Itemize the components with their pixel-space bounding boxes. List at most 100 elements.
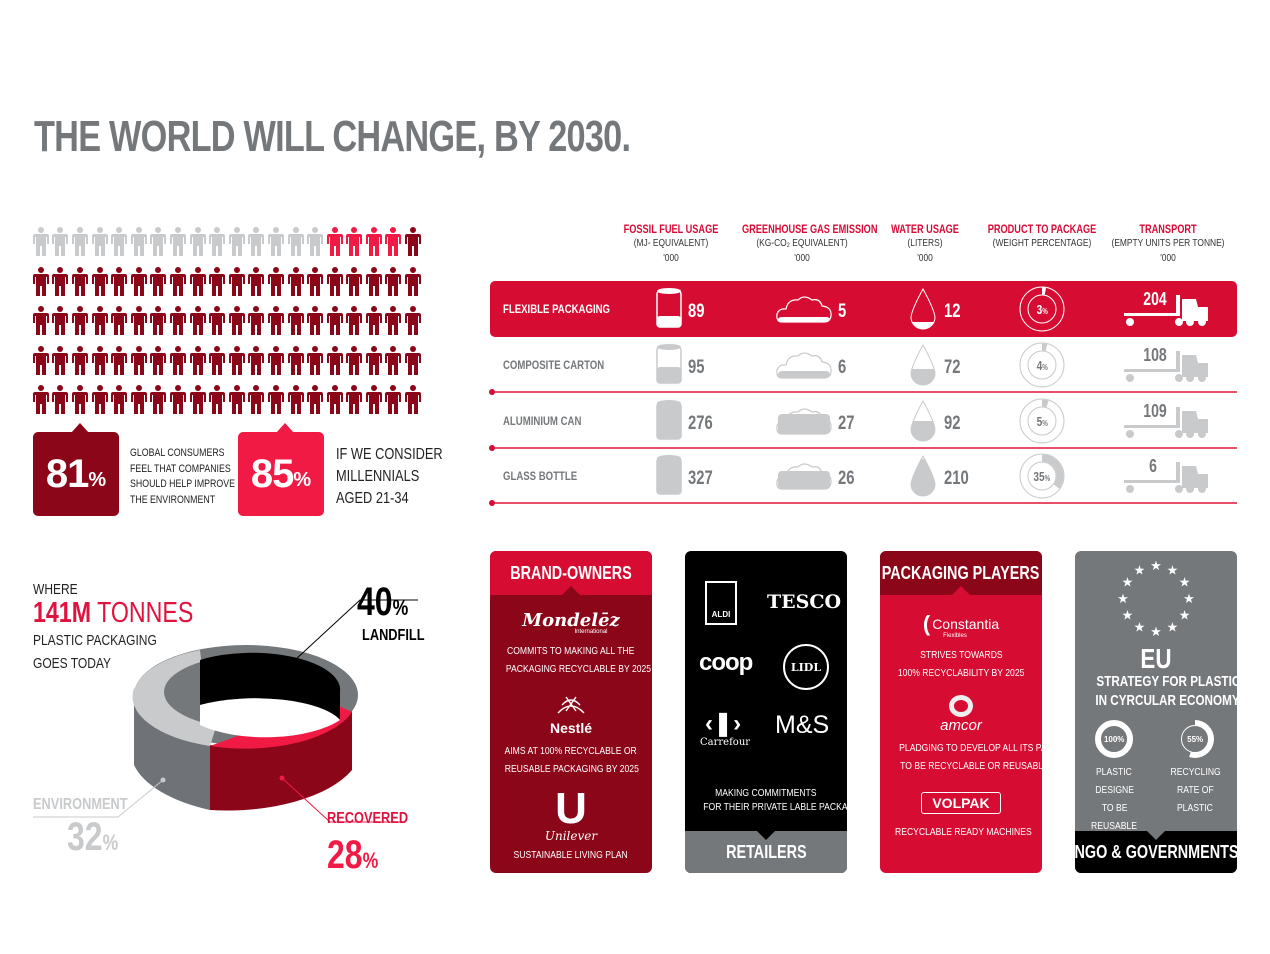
recovered-label: RECOVERED [327,810,409,827]
person-icon [31,345,51,376]
column-header-ghg: GREENHOUSE GAS EMISSION (KG-CO₂ EQUIVALE… [727,224,877,266]
column-subtitle: (MJ- EQUIVALENT) [633,237,709,249]
person-icon [345,345,365,376]
person-icon [364,345,384,376]
person-icon [188,227,208,257]
fossil-cell: 276 [656,399,720,448]
fuel-can-icon [656,343,682,392]
water-drop-icon [908,287,938,336]
person-icon [384,266,404,297]
highlighted-row-background [490,281,1237,337]
transport-value: 108 [1143,345,1167,365]
mondelez-logo: Mondelēz [522,610,620,631]
ratio-value: 4% [1036,357,1048,373]
person-icon [345,227,365,257]
person-icon [227,345,247,376]
person-icon [305,385,325,415]
person-icon [109,227,129,257]
stat-line: IF WE CONSIDER [336,446,443,463]
water-value: 210 [944,467,969,489]
stat-box-millennials: 85% [238,423,324,516]
person-icon [168,345,188,376]
person-icon [325,266,345,297]
truck-icon [1124,293,1210,332]
eu-label: EU [1140,643,1172,674]
person-icon [207,385,227,415]
cloud-icon [776,406,832,441]
ms-logo: M&S [775,711,830,739]
water-cell: 210 [908,454,976,503]
segment-value: 40 [357,580,393,624]
card-retailers: ALDI TESCO coop LIDL ‹❚› Carrefour M&S M… [685,551,847,873]
card-text: FOR THEIR PRIVATE LABLE PACKAGING [703,801,847,813]
person-icon [168,306,188,336]
water-cell: 12 [908,287,965,336]
fossil-value: 95 [688,356,705,378]
metric-text: PLASTIC [1096,766,1133,778]
card-text: AIMS AT 100% RECYCLABLE OR [504,745,638,757]
card-text: REUSABLE PACKAGING BY 2025 [504,763,639,775]
person-icon [70,227,90,257]
column-header-transport: TRANSPORT (EMPTY UNITS PER TONNE) '000 [1093,224,1243,266]
ratio-value: 35% [1033,468,1051,484]
segment-unit: % [102,830,119,855]
cloud-icon [776,350,832,385]
amcor-icon [949,695,973,717]
card-text: PACKAGING RECYCLABLE BY 2025 [505,663,652,675]
person-icon [90,345,110,376]
person-icon [325,227,345,257]
person-icon [90,227,110,257]
water-drop-icon [908,399,938,448]
column-header-product-to-package: PRODUCT TO PACKAGE (WEIGHT PERCENTAGE) [967,224,1117,251]
card-title: NGO & GOVERNMENTS [1075,841,1237,862]
metric-text: RATE OF [1176,784,1214,796]
truck-icon [1124,349,1210,388]
person-icon [70,345,90,376]
people-pictogram-chart [31,227,423,415]
person-icon [149,385,169,415]
column-title: TRANSPORT [1139,224,1197,236]
fossil-value: 327 [688,467,713,489]
svg-text:★: ★ [1167,562,1179,577]
plastic-amount-unit: TONNES [91,597,194,629]
ngo-subtitle: STRATEGY FOR PLASTICS [1096,673,1237,690]
person-icon [247,385,267,415]
person-icon [109,385,129,415]
svg-text:★: ★ [1122,608,1134,623]
stat-unit: % [88,468,107,491]
person-icon [207,345,227,376]
person-icon [384,227,404,257]
person-icon [227,306,247,336]
transport-value: 109 [1143,401,1167,421]
column-title: FOSSIL FUEL USAGE [623,224,719,236]
person-icon [129,306,149,336]
stat-line: GLOBAL CONSUMERS [130,447,225,459]
landfill-value: 40% [357,580,408,625]
person-icon [325,306,345,336]
person-icon [31,306,51,336]
person-icon [227,266,247,297]
person-icon [149,345,169,376]
metric-text: REUSABLE [1091,820,1138,832]
person-icon [266,385,286,415]
card-footer: NGO & GOVERNMENTS [1075,831,1237,873]
person-icon [325,345,345,376]
column-subtitle: (LITERS) [907,237,943,249]
person-icon [109,306,129,336]
person-icon [364,385,384,415]
column-unit: '000 [794,252,810,264]
person-icon [286,306,306,336]
person-icon [70,266,90,297]
stat-value: 85 [250,451,294,496]
person-icon [305,266,325,297]
card-packaging-players: PACKAGING PLAYERS ( Constantia Flexibles… [880,551,1042,873]
card-footer: RETAILERS [685,831,847,873]
water-cell: 92 [908,399,965,448]
card-text: MAKING COMMITMENTS [715,787,817,799]
segment-value: 32 [67,815,103,859]
truck-icon [1124,460,1210,499]
constantia-sub: Flexibles [943,633,967,639]
card-text: SUSTAINABLE LIVING PLAN [513,849,629,861]
fossil-cell: 89 [656,287,709,336]
plastic-amount-value: 141M [33,597,92,629]
